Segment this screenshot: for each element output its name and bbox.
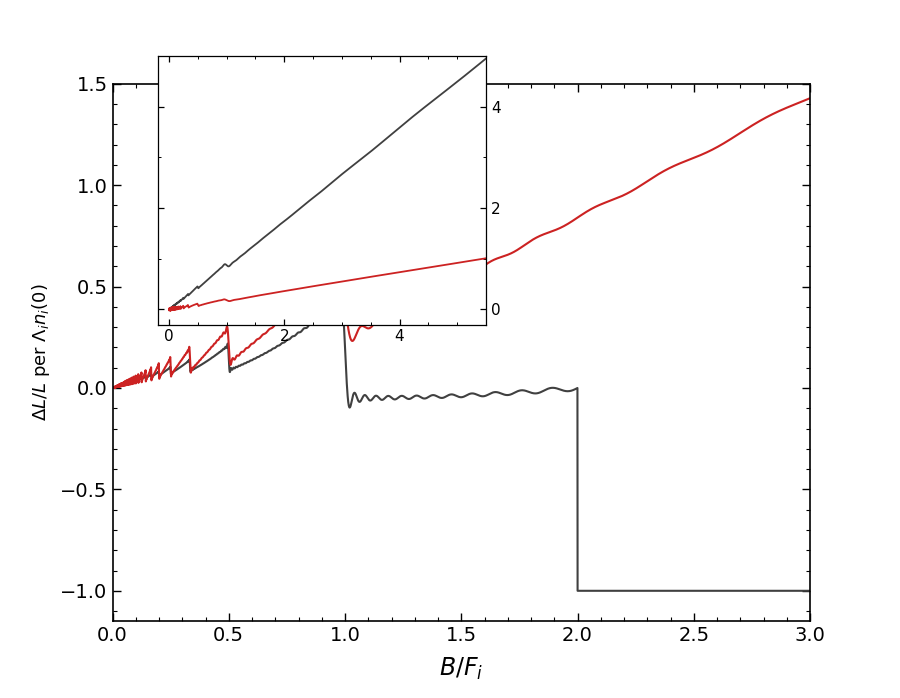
- Y-axis label: $\Delta L/L$ per $\Lambda_i n_i(0)$: $\Delta L/L$ per $\Lambda_i n_i(0)$: [30, 283, 52, 422]
- X-axis label: $B/F_i$: $B/F_i$: [439, 656, 483, 683]
